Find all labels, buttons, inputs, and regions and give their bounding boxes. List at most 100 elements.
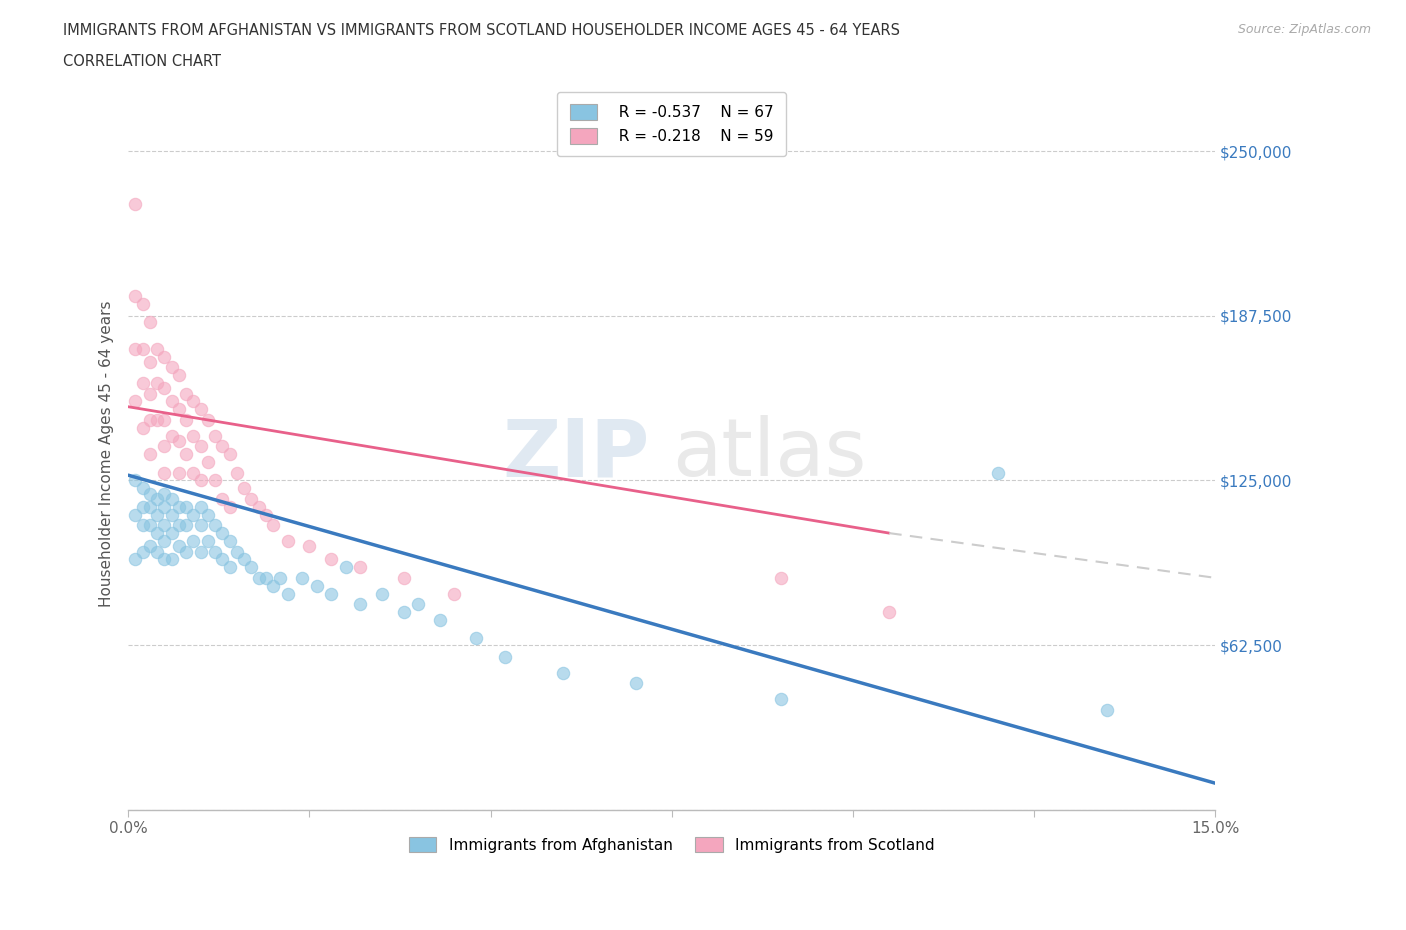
Point <box>160 394 183 409</box>
Point <box>190 499 212 514</box>
Point <box>153 439 176 454</box>
Point <box>335 560 357 575</box>
Point <box>153 350 176 365</box>
Point <box>139 315 162 330</box>
Point <box>139 486 162 501</box>
Point <box>371 586 394 601</box>
Point <box>226 465 249 480</box>
Point <box>321 552 343 567</box>
Point <box>153 465 176 480</box>
Point <box>443 586 465 601</box>
Point <box>132 481 155 496</box>
Y-axis label: Householder Income Ages 45 - 64 years: Householder Income Ages 45 - 64 years <box>100 301 114 607</box>
Point <box>197 534 219 549</box>
Point <box>146 413 169 428</box>
Point <box>174 446 197 461</box>
Point <box>174 386 197 401</box>
Point <box>139 538 162 553</box>
Text: atlas: atlas <box>672 415 866 493</box>
Point <box>624 676 647 691</box>
Point <box>174 413 197 428</box>
Point <box>349 597 371 612</box>
Point <box>211 552 233 567</box>
Point <box>204 518 226 533</box>
Point <box>160 360 183 375</box>
Point <box>139 499 162 514</box>
Point <box>551 665 574 680</box>
Point <box>167 518 190 533</box>
Point <box>183 465 205 480</box>
Text: ZIP: ZIP <box>503 415 650 493</box>
Point <box>174 518 197 533</box>
Point <box>204 544 226 559</box>
Point <box>406 597 429 612</box>
Point <box>132 376 155 391</box>
Point <box>392 604 415 619</box>
Point <box>160 428 183 443</box>
Point <box>987 465 1010 480</box>
Point <box>197 413 219 428</box>
Point <box>211 439 233 454</box>
Point <box>167 499 190 514</box>
Point <box>124 196 146 211</box>
Point <box>204 428 226 443</box>
Point <box>160 507 183 522</box>
Text: Source: ZipAtlas.com: Source: ZipAtlas.com <box>1237 23 1371 36</box>
Point <box>167 538 190 553</box>
Point <box>277 534 299 549</box>
Point <box>1095 702 1118 717</box>
Point <box>233 552 256 567</box>
Point <box>153 534 176 549</box>
Point <box>204 473 226 488</box>
Point <box>167 402 190 417</box>
Point <box>262 518 284 533</box>
Text: IMMIGRANTS FROM AFGHANISTAN VS IMMIGRANTS FROM SCOTLAND HOUSEHOLDER INCOME AGES : IMMIGRANTS FROM AFGHANISTAN VS IMMIGRANT… <box>63 23 900 38</box>
Point <box>197 455 219 470</box>
Point <box>174 544 197 559</box>
Point <box>218 560 240 575</box>
Point <box>124 394 146 409</box>
Point <box>167 465 190 480</box>
Point <box>218 446 240 461</box>
Point <box>146 341 169 356</box>
Point <box>218 499 240 514</box>
Point <box>877 604 900 619</box>
Point <box>124 473 146 488</box>
Point <box>240 560 263 575</box>
Point <box>190 544 212 559</box>
Point <box>139 413 162 428</box>
Point <box>247 570 270 585</box>
Point <box>254 507 277 522</box>
Point <box>174 499 197 514</box>
Point <box>769 570 792 585</box>
Point <box>226 544 249 559</box>
Point <box>190 439 212 454</box>
Point <box>769 692 792 707</box>
Point <box>167 433 190 448</box>
Point <box>494 649 516 664</box>
Point <box>146 544 169 559</box>
Point <box>124 341 146 356</box>
Point <box>321 586 343 601</box>
Legend: Immigrants from Afghanistan, Immigrants from Scotland: Immigrants from Afghanistan, Immigrants … <box>402 830 941 858</box>
Point <box>183 507 205 522</box>
Point <box>240 491 263 506</box>
Point <box>262 578 284 593</box>
Point <box>132 420 155 435</box>
Point <box>146 376 169 391</box>
Point <box>233 481 256 496</box>
Point <box>153 413 176 428</box>
Point <box>167 367 190 382</box>
Point <box>183 428 205 443</box>
Point <box>124 288 146 303</box>
Point <box>132 341 155 356</box>
Point <box>132 297 155 312</box>
Point <box>139 518 162 533</box>
Point <box>218 534 240 549</box>
Point <box>305 578 328 593</box>
Point <box>139 386 162 401</box>
Point <box>160 491 183 506</box>
Point <box>146 507 169 522</box>
Point <box>269 570 291 585</box>
Point <box>465 631 488 645</box>
